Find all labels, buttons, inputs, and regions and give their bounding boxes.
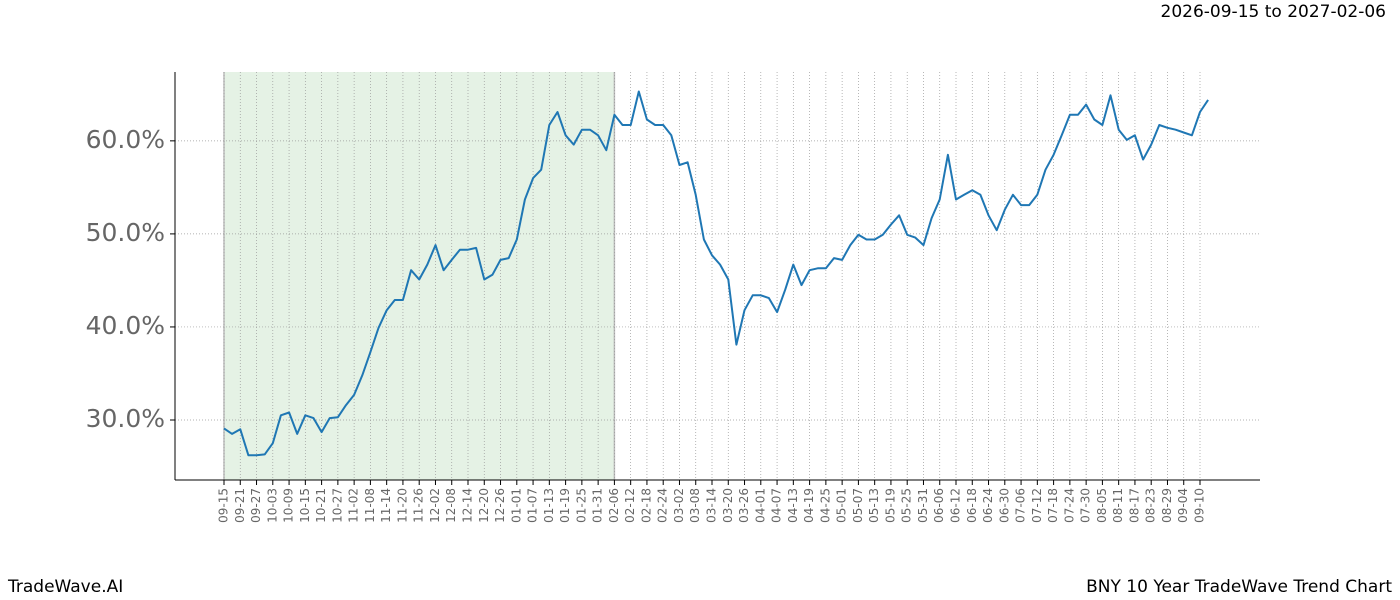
x-tick-label: 08-29 bbox=[1160, 488, 1174, 523]
x-tick-label: 05-07 bbox=[851, 488, 865, 523]
x-tick-label: 08-23 bbox=[1144, 488, 1158, 523]
x-tick-label: 03-14 bbox=[705, 488, 719, 523]
x-tick-label: 05-01 bbox=[835, 488, 849, 523]
x-tick-label: 12-02 bbox=[428, 488, 442, 523]
x-tick-label: 03-20 bbox=[721, 488, 735, 523]
x-tick-label: 12-08 bbox=[444, 488, 458, 523]
x-tick-label: 01-13 bbox=[542, 488, 556, 523]
x-tick-label: 07-06 bbox=[1014, 488, 1028, 523]
x-tick-label: 06-30 bbox=[997, 488, 1011, 523]
x-tick-label: 12-14 bbox=[461, 488, 475, 523]
x-tick-label: 01-19 bbox=[558, 488, 572, 523]
y-tick-label: 50.0% bbox=[86, 218, 165, 247]
x-tick-label: 01-07 bbox=[526, 488, 540, 523]
caption: BNY 10 Year TradeWave Trend Chart bbox=[1086, 577, 1392, 597]
x-tick-label: 05-13 bbox=[867, 488, 881, 523]
x-tick-label: 02-06 bbox=[607, 488, 621, 523]
x-tick-label: 08-05 bbox=[1095, 488, 1109, 523]
x-tick-label: 04-07 bbox=[770, 488, 784, 523]
date-range: 2026-09-15 to 2027-02-06 bbox=[1161, 2, 1386, 22]
y-tick-label: 40.0% bbox=[86, 311, 165, 340]
x-tick-label: 05-25 bbox=[900, 488, 914, 523]
brand: TradeWave.AI bbox=[7, 577, 123, 597]
x-tick-label: 03-26 bbox=[737, 488, 751, 523]
x-tick-label: 11-14 bbox=[379, 488, 393, 523]
x-tick-label: 06-06 bbox=[932, 488, 946, 523]
x-tick-label: 10-03 bbox=[265, 488, 279, 523]
x-tick-label: 06-24 bbox=[981, 488, 995, 523]
x-tick-label: 10-21 bbox=[314, 488, 328, 523]
x-tick-label: 04-19 bbox=[802, 488, 816, 523]
trend-line bbox=[223, 90, 1209, 457]
x-tick-label: 11-26 bbox=[412, 488, 426, 523]
x-tick-label: 01-01 bbox=[509, 488, 523, 523]
x-tick-label: 02-18 bbox=[639, 488, 653, 523]
x-tick-label: 11-20 bbox=[395, 488, 409, 523]
x-tick-label: 09-04 bbox=[1176, 488, 1190, 523]
x-tick-label: 06-12 bbox=[949, 488, 963, 523]
x-tick-label: 09-27 bbox=[249, 488, 263, 523]
x-tick-label: 02-24 bbox=[656, 488, 670, 523]
x-tick-label: 11-02 bbox=[347, 488, 361, 523]
x-tick-label: 05-31 bbox=[916, 488, 930, 523]
x-tick-label: 12-20 bbox=[477, 488, 491, 523]
x-tick-label: 09-15 bbox=[217, 488, 231, 523]
x-tick-label: 02-12 bbox=[623, 488, 637, 523]
x-tick-label: 03-08 bbox=[688, 488, 702, 523]
x-tick-label: 05-19 bbox=[883, 488, 897, 523]
x-tick-label: 10-27 bbox=[330, 488, 344, 523]
x-tick-label: 11-08 bbox=[363, 488, 377, 523]
x-tick-label: 01-25 bbox=[574, 488, 588, 523]
x-tick-label: 06-18 bbox=[965, 488, 979, 523]
x-tick-label: 01-31 bbox=[591, 488, 605, 523]
x-tick-label: 07-18 bbox=[1046, 488, 1060, 523]
x-tick-label: 12-26 bbox=[493, 488, 507, 523]
y-tick-label: 30.0% bbox=[86, 404, 165, 433]
x-tick-label: 09-21 bbox=[233, 488, 247, 523]
x-tick-label: 03-02 bbox=[672, 488, 686, 523]
x-tick-label: 10-09 bbox=[282, 488, 296, 523]
x-tick-label: 08-11 bbox=[1111, 488, 1125, 523]
x-tick-label: 04-01 bbox=[753, 488, 767, 523]
x-tick-label: 08-17 bbox=[1127, 488, 1141, 523]
x-tick-label: 07-24 bbox=[1062, 488, 1076, 523]
x-tick-label: 09-10 bbox=[1193, 488, 1207, 523]
x-tick-label: 07-30 bbox=[1079, 488, 1093, 523]
x-tick-label: 04-25 bbox=[818, 488, 832, 523]
y-tick-label: 60.0% bbox=[86, 125, 165, 154]
x-tick-label: 10-15 bbox=[298, 488, 312, 523]
x-tick-label: 04-13 bbox=[786, 488, 800, 523]
x-tick-label: 07-12 bbox=[1030, 488, 1044, 523]
